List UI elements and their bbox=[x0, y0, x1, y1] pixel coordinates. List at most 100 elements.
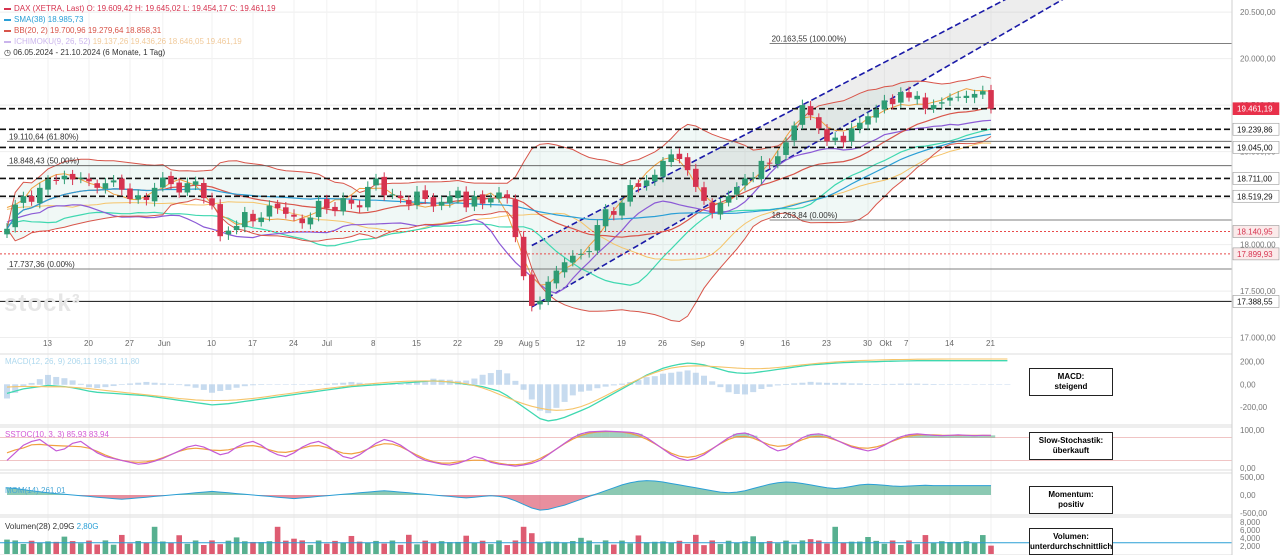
candle-body bbox=[619, 202, 625, 216]
time-tick-label: 27 bbox=[125, 339, 134, 348]
volume-bar bbox=[143, 542, 150, 554]
volume-bar bbox=[750, 536, 756, 554]
candle-body bbox=[348, 199, 355, 204]
candle-body bbox=[414, 191, 420, 206]
macd-histogram-bar bbox=[397, 383, 404, 385]
stoch-label-row: SSTOC(10, 3, 3) 85,93 83,94 bbox=[5, 430, 109, 439]
macd-histogram-bar bbox=[77, 383, 84, 385]
macd-histogram-bar bbox=[61, 378, 68, 385]
time-tick-label: 7 bbox=[904, 339, 909, 348]
volume-tick-label: 4,000 bbox=[1240, 534, 1261, 543]
price-label-box bbox=[1232, 225, 1280, 238]
macd-histogram-bar bbox=[848, 383, 855, 385]
volume-bar bbox=[857, 541, 863, 554]
candle-body bbox=[881, 100, 888, 110]
candle-body bbox=[520, 236, 527, 277]
momentum-negative-area bbox=[7, 495, 991, 511]
macd-histogram-bar bbox=[184, 384, 191, 387]
stoch-overbought-fill bbox=[913, 433, 922, 438]
price-tick-label: 17.500,00 bbox=[1240, 287, 1276, 296]
volume-bar bbox=[471, 542, 478, 554]
macd-histogram-bar bbox=[348, 381, 355, 385]
candle-body bbox=[102, 183, 109, 189]
volume-bar bbox=[315, 540, 322, 554]
candle-body bbox=[274, 203, 281, 209]
macd-histogram-bar bbox=[676, 371, 683, 385]
volume-bar bbox=[110, 544, 117, 554]
momentum-positive-area bbox=[7, 480, 991, 495]
price-tick-label: 18.000,00 bbox=[1240, 241, 1276, 250]
macd-histogram-bar bbox=[36, 379, 43, 385]
macd-histogram-bar bbox=[102, 384, 109, 388]
candle-body bbox=[110, 180, 117, 183]
macd-histogram-bar bbox=[200, 384, 207, 390]
macd-histogram-bar bbox=[602, 384, 609, 387]
candle-body bbox=[824, 129, 830, 142]
macd-label: MACD(12, 26, 9) bbox=[5, 357, 66, 366]
volume-bar bbox=[69, 541, 76, 554]
volume-bar bbox=[447, 542, 453, 554]
volume-bar bbox=[594, 544, 601, 554]
time-tick-label: 14 bbox=[945, 339, 954, 348]
macd-histogram-bar bbox=[45, 374, 51, 385]
legend-ichimoku-row: ICHIMOKU(9, 26, 52) 19.137,26 19.436,26 … bbox=[4, 36, 276, 47]
volume-bar bbox=[865, 537, 871, 554]
volume-bar bbox=[176, 535, 182, 554]
volume-bar bbox=[545, 541, 551, 554]
macd-histogram-bar bbox=[643, 377, 650, 385]
candle-body bbox=[971, 93, 978, 98]
time-tick-label: 16 bbox=[781, 339, 790, 348]
candle-body bbox=[168, 175, 174, 185]
macd-histogram-bar bbox=[594, 384, 601, 389]
volume-label: Volumen(28) bbox=[5, 522, 51, 531]
candle-body bbox=[939, 102, 945, 104]
volume-bar bbox=[381, 543, 387, 554]
price-label-text: 17.388,55 bbox=[1237, 297, 1273, 306]
candle-body bbox=[127, 188, 133, 200]
stoch-k-line bbox=[6, 430, 991, 467]
volume-bar bbox=[553, 541, 560, 554]
macd-histogram-bar bbox=[742, 384, 748, 395]
momentum-tick-label: -500,00 bbox=[1240, 509, 1268, 518]
ichimoku-span-a-line bbox=[6, 128, 992, 286]
momentum-label-row: MOM(14) 261,01 bbox=[5, 486, 65, 495]
candle-body bbox=[586, 251, 592, 253]
legend-bb-values: 19.700,96 19.279,64 18.858,31 bbox=[50, 26, 162, 35]
candle-body bbox=[332, 206, 338, 212]
legend-range: 06.05.2024 - 21.10.2024 (6 Monate, 1 Tag… bbox=[13, 48, 166, 57]
volume-bar bbox=[266, 541, 273, 554]
candle-body bbox=[865, 116, 871, 125]
price-label-tag: 17.388,55 bbox=[1232, 295, 1280, 308]
candle-body bbox=[627, 185, 633, 202]
candle-body bbox=[37, 187, 43, 204]
candle-body bbox=[356, 205, 363, 208]
candle-body bbox=[61, 175, 68, 180]
candle-body bbox=[160, 177, 166, 188]
fib-level-label: 17.737,36 (0.00%) bbox=[9, 260, 75, 269]
time-tick-label: Sep bbox=[691, 339, 706, 348]
stoch-overbought-fill bbox=[626, 432, 635, 438]
volume-bar bbox=[430, 543, 437, 554]
stoch-overbought-fill bbox=[954, 434, 963, 438]
macd-histogram-bar bbox=[766, 384, 773, 387]
macd-histogram-bar bbox=[578, 384, 584, 392]
ichimoku-kijun-line bbox=[6, 119, 992, 294]
stoch-label: SSTOC(10, 3, 3) bbox=[5, 430, 65, 439]
macd-histogram-bar bbox=[668, 372, 675, 385]
price-label-text: 18.140,95 bbox=[1237, 227, 1273, 236]
volume-bar bbox=[299, 540, 305, 554]
volume-annotation-text: Volumen: unterdurchschnittlich bbox=[1030, 531, 1113, 551]
price-label-box bbox=[1232, 141, 1280, 154]
macd-line bbox=[6, 360, 1008, 422]
candle-body bbox=[660, 160, 666, 177]
candle-body bbox=[832, 137, 838, 141]
macd-annotation: MACD: steigend bbox=[1029, 368, 1113, 396]
macd-histogram-bar bbox=[356, 382, 363, 385]
volume-bar bbox=[816, 540, 822, 554]
candle-body bbox=[209, 198, 215, 206]
candle-body bbox=[258, 217, 264, 223]
price-tick-label: 20.500,00 bbox=[1240, 8, 1276, 17]
volume-label-row: Volumen(28) 2,09G 2,80G bbox=[5, 522, 98, 531]
candle-body bbox=[947, 97, 953, 101]
candle-body bbox=[873, 109, 879, 118]
